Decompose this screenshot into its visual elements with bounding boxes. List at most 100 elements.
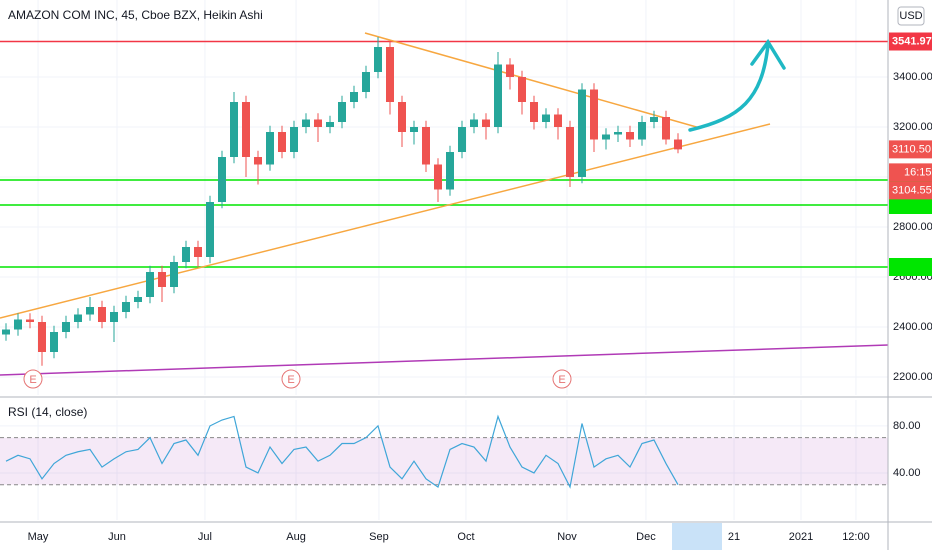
candle-body xyxy=(50,332,58,352)
candle-body xyxy=(218,157,226,202)
x-tick-label: Sep xyxy=(369,531,389,543)
candle-body xyxy=(482,119,490,127)
candle-body xyxy=(410,127,418,132)
candle-body xyxy=(110,312,118,322)
y-tick-label: 3400.00 xyxy=(893,71,932,83)
rsi-title: RSI (14, close) xyxy=(8,405,87,419)
candle-body xyxy=(614,132,622,135)
x-tick-label: 21 xyxy=(728,531,740,543)
candle-body xyxy=(242,102,250,157)
candle-body xyxy=(14,319,22,330)
price-label: 3110.50 xyxy=(892,143,931,155)
candle-body xyxy=(626,132,634,140)
countdown-box xyxy=(889,163,932,182)
candle-body xyxy=(590,89,598,140)
earnings-label: E xyxy=(558,374,565,386)
candle-body xyxy=(38,322,46,352)
candle-body xyxy=(326,122,334,127)
candle-body xyxy=(122,302,130,312)
rsi-line xyxy=(5,414,679,489)
y-tick-label: 2400.00 xyxy=(893,321,932,333)
y-tick-label: 80.00 xyxy=(893,420,921,432)
x-tick-label: Oct xyxy=(457,531,474,543)
candle-body xyxy=(206,202,214,257)
candle-body xyxy=(266,132,274,165)
candle-body xyxy=(254,157,262,165)
candle-body xyxy=(602,134,610,140)
candle-body xyxy=(338,102,346,122)
candle-body xyxy=(434,164,442,190)
earnings-label: E xyxy=(29,374,36,386)
candle-body xyxy=(506,64,514,77)
candle-body xyxy=(662,117,670,140)
trendline xyxy=(0,344,889,376)
x-tick-label: Jun xyxy=(108,531,126,543)
trendline xyxy=(0,123,771,319)
candle-body xyxy=(458,127,466,152)
candle-body xyxy=(86,307,94,315)
currency-box[interactable] xyxy=(897,6,925,26)
chart-title: AMAZON COM INC, 45, Cboe BZX, Heikin Ash… xyxy=(8,8,263,22)
candle-body xyxy=(170,262,178,287)
candle-body xyxy=(146,272,154,297)
x-tick-label: 2021 xyxy=(789,531,813,543)
candle-body xyxy=(62,322,70,332)
y-tick-label: 40.00 xyxy=(893,467,921,479)
earnings-label: E xyxy=(287,374,294,386)
earnings-marker xyxy=(23,369,43,389)
arrow-drawing xyxy=(688,38,786,132)
candle-body xyxy=(134,297,142,302)
candle-body xyxy=(374,47,382,72)
earnings-marker xyxy=(552,369,572,389)
y-tick-label: 2800.00 xyxy=(893,221,932,233)
level-label: 3541.97 xyxy=(892,35,932,47)
prev-close-box xyxy=(889,181,932,200)
candle-body xyxy=(422,127,430,165)
candle-body xyxy=(566,127,574,177)
x-tick-label: May xyxy=(28,531,49,543)
prev-close-label: 3104.55 xyxy=(892,184,932,196)
candle-body xyxy=(278,132,286,152)
x-tick-label: Aug xyxy=(286,531,306,543)
time-highlight xyxy=(672,523,722,550)
y-tick-label: 3200.00 xyxy=(893,121,932,133)
level-box xyxy=(889,258,932,276)
x-tick-label: Jul xyxy=(198,531,212,543)
candle-body xyxy=(98,307,106,322)
candle-body xyxy=(26,319,34,322)
candle-body xyxy=(290,127,298,152)
candle-body xyxy=(314,119,322,127)
candle-body xyxy=(350,92,358,102)
candle-body xyxy=(302,119,310,127)
candle-body xyxy=(518,77,526,102)
candle-body xyxy=(230,102,238,157)
candle-body xyxy=(194,247,202,257)
candle-body xyxy=(470,119,478,127)
currency: USD xyxy=(899,10,922,22)
y-tick-label: 2200.00 xyxy=(893,371,932,383)
countdown: 16:15 xyxy=(904,166,932,178)
candle-body xyxy=(2,329,10,335)
candle-body xyxy=(650,117,658,122)
candle-body xyxy=(158,272,166,287)
price-box xyxy=(889,140,932,159)
candle-body xyxy=(386,47,394,102)
x-tick-label: Nov xyxy=(557,531,577,543)
level-box xyxy=(889,196,932,214)
candle-body xyxy=(578,89,586,177)
candle-body xyxy=(446,152,454,190)
candle-body xyxy=(494,64,502,127)
candle-body xyxy=(398,102,406,132)
trendline xyxy=(364,32,701,129)
rsi-band xyxy=(0,437,888,485)
x-tick-label: Dec xyxy=(636,531,656,543)
level-box xyxy=(889,32,932,51)
candle-body xyxy=(542,114,550,122)
candle-body xyxy=(554,114,562,127)
candle-body xyxy=(674,139,682,150)
candle-body xyxy=(74,314,82,322)
candle-body xyxy=(530,102,538,122)
candle-body xyxy=(182,247,190,262)
candle-body xyxy=(362,72,370,92)
